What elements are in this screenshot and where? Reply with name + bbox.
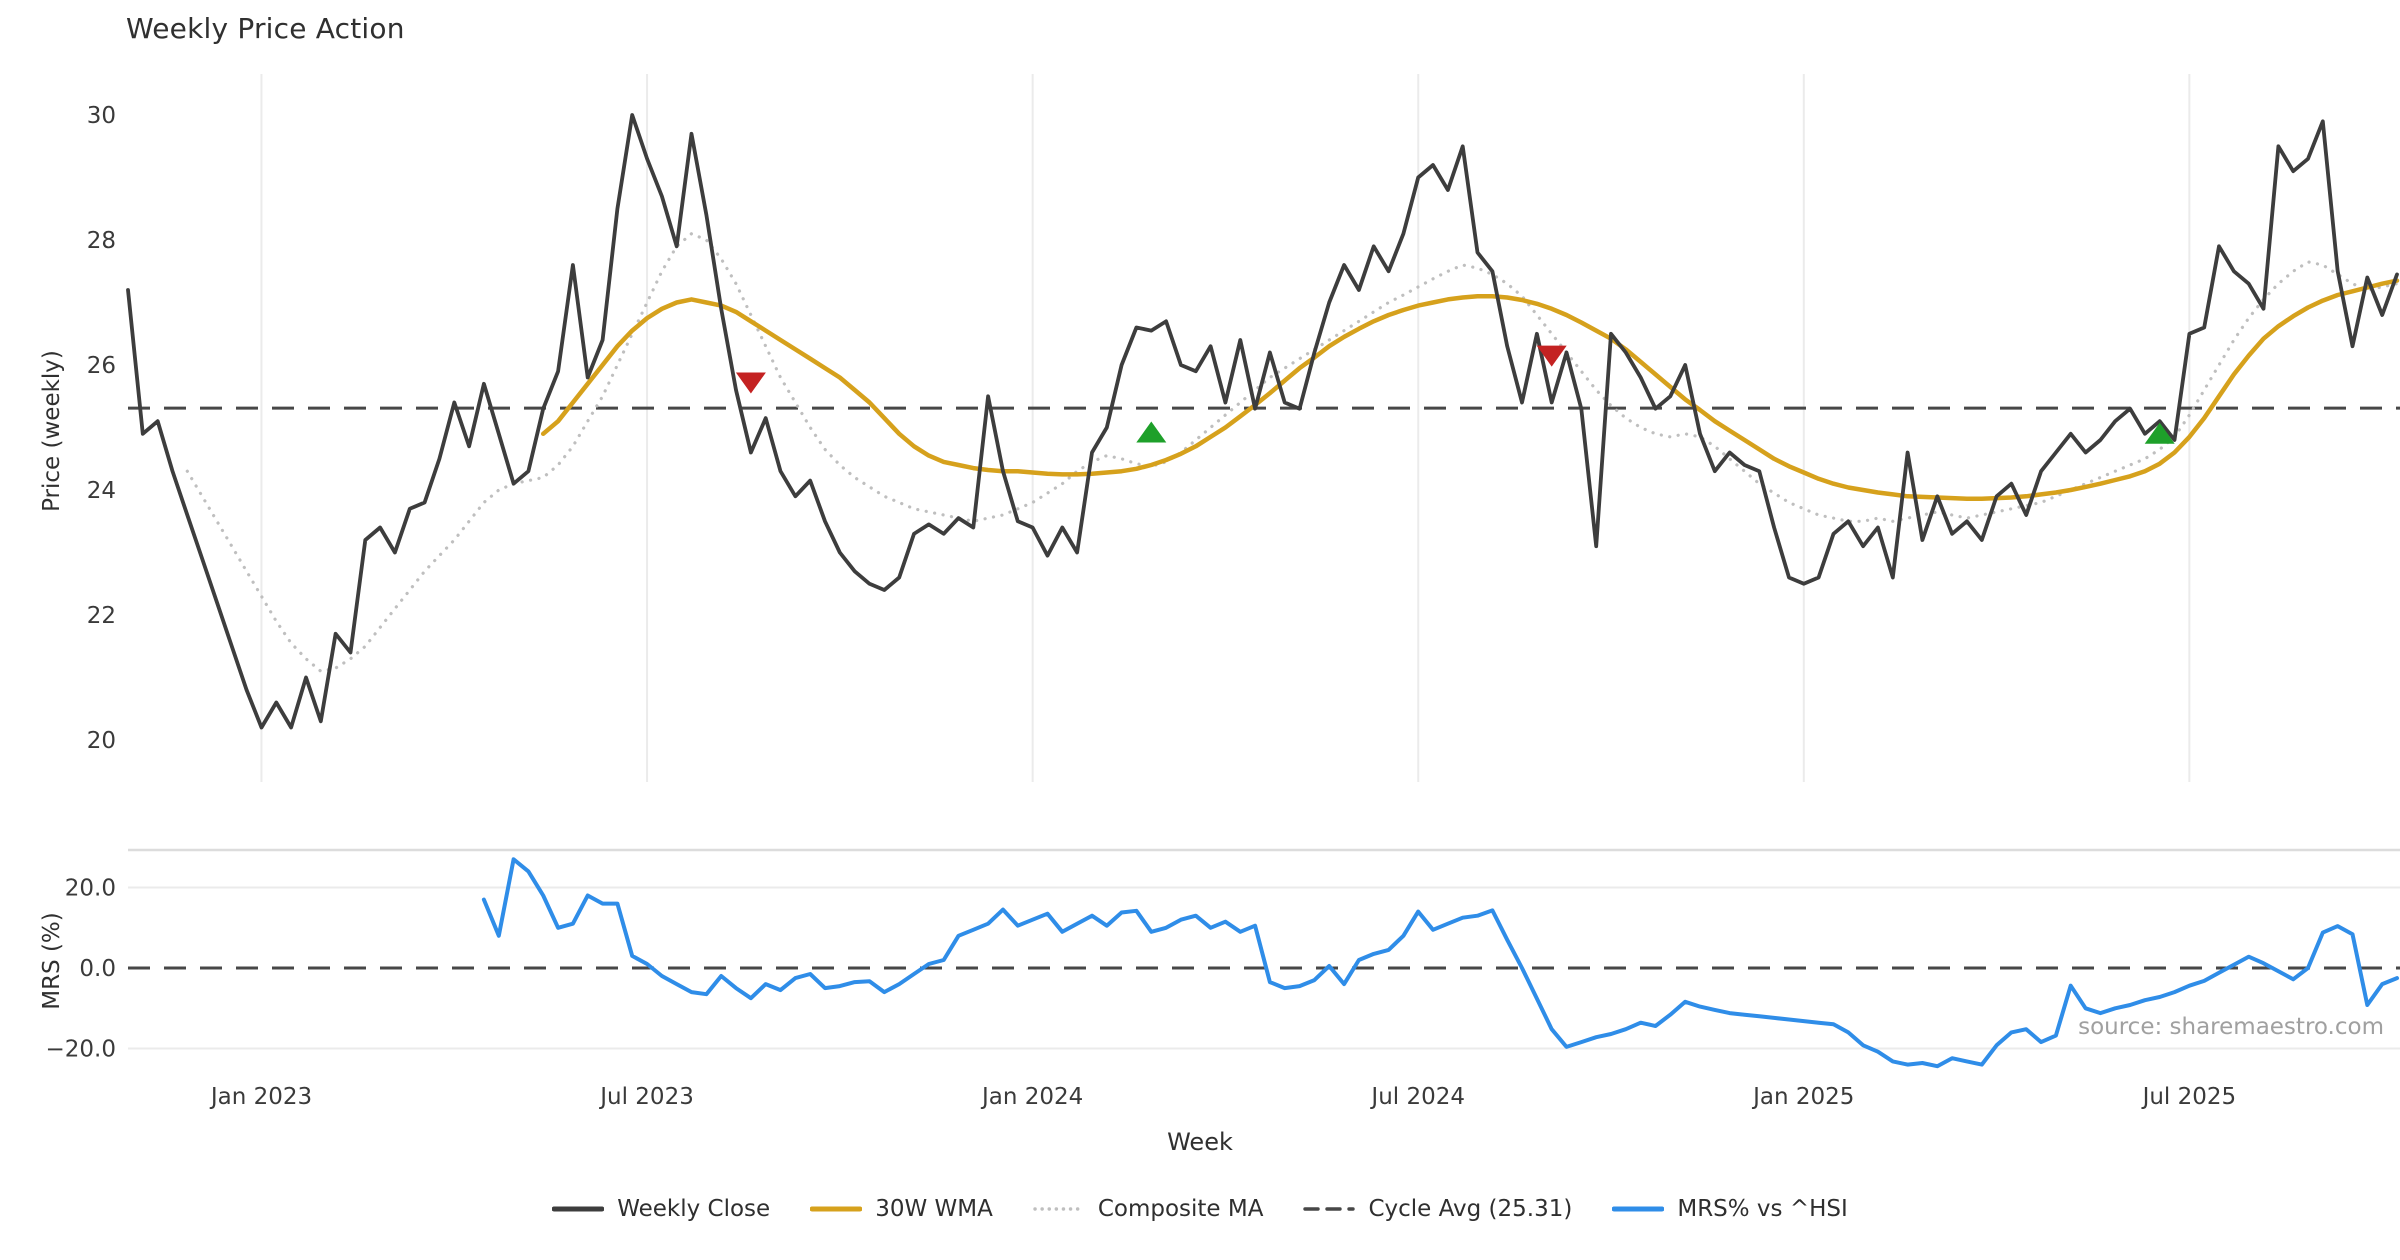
legend-item: 30W WMA (810, 1196, 993, 1222)
legend-item: Cycle Avg (25.31) (1303, 1196, 1572, 1222)
legend-label: 30W WMA (875, 1196, 993, 1222)
tick-labels: Jan 2023 Jul 2023 Jan 2024 Jul 2024 Jan 2025… (46, 103, 2237, 1110)
legend-line-swatch (1612, 1206, 1665, 1212)
mrs-tick-label: −20.0 (46, 1037, 116, 1063)
legend-label: Weekly Close (617, 1196, 771, 1222)
x-tick-label: Jul 2023 (598, 1084, 694, 1110)
price-tick-label: 22 (87, 603, 116, 629)
series-30w-wma (540, 278, 2400, 502)
price-tick-label: 24 (87, 478, 116, 504)
mrs-axis-label: MRS (%) (39, 912, 65, 1010)
series-mrs (481, 857, 2399, 1069)
price-tick-label: 26 (87, 353, 116, 379)
legend: Weekly Close 30W WMA Composite MA Cycle Avg… (0, 1196, 2400, 1222)
source-credit: source: sharemaestro.com (2078, 1014, 2384, 1040)
legend-item: Composite MA (1033, 1196, 1264, 1222)
sell-signal-icon (1536, 345, 1567, 367)
price-axis-label: Price (weekly) (39, 350, 65, 512)
legend-item: MRS% vs ^HSI (1612, 1196, 1848, 1222)
x-axis-label: Week (1167, 1128, 1233, 1156)
buy-signal-icon (1136, 421, 1167, 443)
price-tick-label: 20 (87, 728, 116, 754)
legend-line-swatch (1033, 1207, 1085, 1211)
series-composite-ma (185, 232, 2399, 673)
legend-line-swatch (810, 1206, 863, 1212)
buy-signal-icon (2144, 422, 2175, 444)
x-tick-label: Jul 2025 (2141, 1084, 2237, 1110)
signal-markers (735, 345, 2175, 444)
x-tick-label: Jul 2024 (1369, 1084, 1465, 1110)
series-weekly-close (126, 113, 2399, 730)
legend-label: Cycle Avg (25.31) (1368, 1196, 1573, 1222)
price-tick-label: 30 (87, 103, 116, 129)
reference-lines (128, 406, 2400, 970)
x-tick-label: Jan 2025 (1751, 1084, 1854, 1110)
gridlines (128, 74, 2400, 1050)
legend-line-swatch (1303, 1207, 1356, 1211)
x-tick-label: Jan 2024 (980, 1084, 1083, 1110)
chart-title: Weekly Price Action (126, 12, 405, 45)
legend-item: Weekly Close (552, 1196, 770, 1222)
legend-line-swatch (552, 1206, 605, 1212)
price-tick-label: 28 (87, 228, 116, 254)
legend-label: MRS% vs ^HSI (1677, 1196, 1848, 1222)
legend-label: Composite MA (1097, 1196, 1264, 1222)
sell-signal-icon (735, 372, 766, 394)
mrs-tick-label: 20.0 (65, 876, 116, 902)
x-tick-label: Jan 2023 (209, 1084, 312, 1110)
mrs-tick-label: 0.0 (79, 956, 116, 982)
series-lines (126, 113, 2400, 1069)
